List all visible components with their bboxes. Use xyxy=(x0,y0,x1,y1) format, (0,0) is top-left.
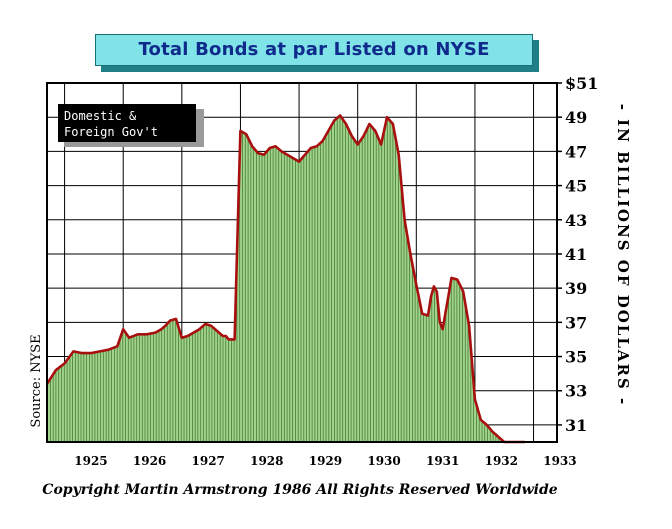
y-tick-label: 35 xyxy=(565,348,587,367)
x-tick-label: 1927 xyxy=(192,454,225,468)
x-tick-label: 1932 xyxy=(485,454,518,468)
y-tick-label: 39 xyxy=(565,279,587,298)
legend-box-bg xyxy=(58,104,196,142)
title-box: Total Bonds at par Listed on NYSE xyxy=(95,34,533,66)
y-tick-label: 43 xyxy=(565,211,587,230)
x-tick-label: 1925 xyxy=(74,454,107,468)
x-tick-label: 1928 xyxy=(250,454,283,468)
data-bars xyxy=(47,115,502,442)
x-tick-label: 1929 xyxy=(309,454,342,468)
y-tick-label: 47 xyxy=(565,142,587,161)
y-tick-label: 45 xyxy=(565,177,587,196)
y-tick-label: 49 xyxy=(565,108,587,127)
legend-text-line1: Domestic & xyxy=(64,109,137,123)
y-tick-label: 41 xyxy=(565,245,587,264)
source-label: Source: NYSE xyxy=(29,334,44,427)
copyright-text: Copyright Martin Armstrong 1986 All Righ… xyxy=(42,482,558,498)
data-line-layer xyxy=(45,114,525,444)
x-tick-label: 1931 xyxy=(426,454,459,468)
plot-frame xyxy=(46,82,562,443)
legend-box: Domestic & Foreign Gov't xyxy=(58,104,204,147)
y-tick-label: 31 xyxy=(565,416,587,435)
plot-border xyxy=(46,82,558,443)
y-tick-label: $51 xyxy=(565,74,598,93)
y-tick-label: 37 xyxy=(565,313,587,332)
y-axis-label: - IN BILLIONS OF DOLLARS - xyxy=(614,104,632,407)
data-area xyxy=(47,115,525,442)
x-tick-label: 1933 xyxy=(543,454,576,468)
y-tick-label: 33 xyxy=(565,382,587,401)
tick-labels: $51 49 47 45 43 41 39 37 35 33 31 1925 1926 1927 1928 1… xyxy=(29,74,632,468)
area-fill xyxy=(47,115,525,442)
data-line xyxy=(45,114,525,444)
chart-title: Total Bonds at par Listed on NYSE xyxy=(138,39,490,60)
x-tick-label: 1926 xyxy=(133,454,166,468)
legend-text-line2: Foreign Gov't xyxy=(64,125,158,139)
x-tick-label: 1930 xyxy=(367,454,400,468)
